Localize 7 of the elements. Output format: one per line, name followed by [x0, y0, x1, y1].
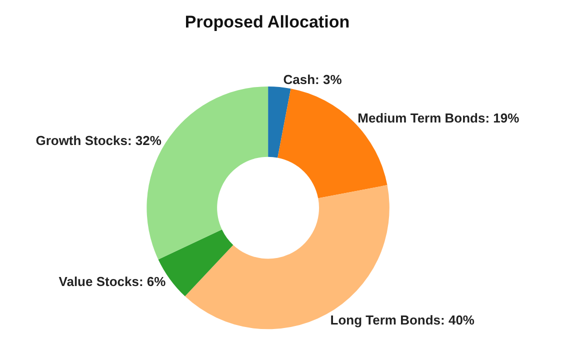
slice-label: Value Stocks: 6%	[58, 274, 166, 290]
donut-slice	[268, 86, 291, 158]
slice-label: Medium Term Bonds: 19%	[358, 110, 520, 126]
slice-label: Long Term Bonds: 40%	[330, 312, 475, 328]
chart-title: Proposed Allocation	[184, 12, 350, 32]
slice-label: Cash: 3%	[283, 72, 342, 88]
slice-label: Growth Stocks: 32%	[36, 133, 162, 148]
